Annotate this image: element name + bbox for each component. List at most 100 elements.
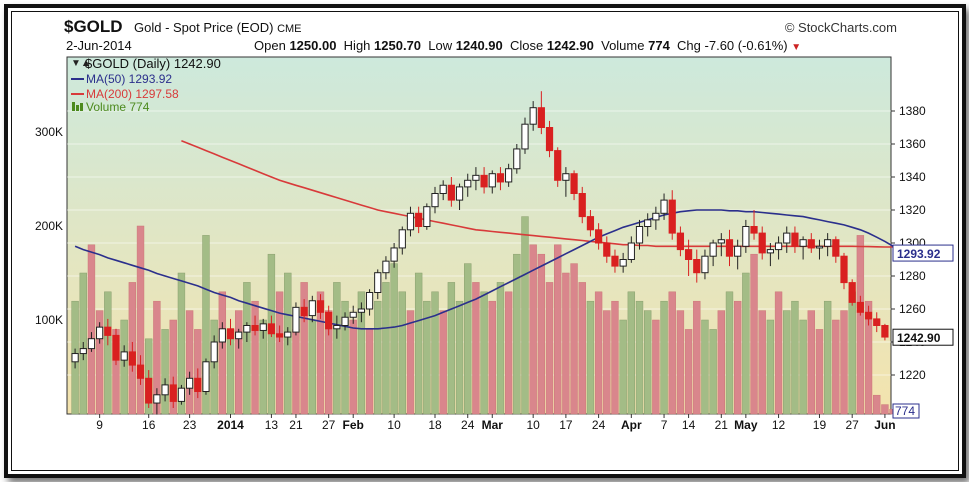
candle-body — [423, 206, 431, 227]
candle-body — [284, 331, 292, 338]
volume-bar — [619, 319, 627, 415]
date-tick-label: 12 — [772, 418, 786, 432]
volume-bar — [87, 244, 96, 415]
candle-body — [725, 239, 734, 257]
volume-bar — [578, 282, 586, 415]
candle-body — [316, 300, 325, 313]
high-label: High — [343, 38, 371, 53]
candle-body — [644, 219, 652, 227]
volume-bar — [603, 310, 611, 415]
candle-body — [455, 186, 464, 201]
candle-body — [464, 179, 472, 188]
volume-bar — [864, 300, 873, 415]
date-tick-label: 7 — [661, 418, 668, 432]
candle-body — [169, 384, 177, 402]
volume-bar — [398, 291, 406, 415]
volume-bar — [202, 235, 210, 415]
candle-body — [259, 323, 267, 331]
candle-body — [87, 338, 96, 350]
volume-bar — [521, 216, 529, 415]
volume-bar — [774, 291, 783, 415]
candle-body — [873, 318, 881, 326]
candle-body — [717, 239, 725, 244]
instrument-title: Gold - Spot Price (EOD) — [134, 20, 274, 35]
candle-body — [341, 316, 349, 326]
legend-price-icon: ▼▲ — [71, 58, 91, 69]
candle-body — [529, 107, 537, 125]
volume-bar — [472, 282, 480, 415]
volume-bar — [750, 253, 758, 415]
volume-value: 774 — [648, 38, 670, 53]
volume-bar — [488, 300, 496, 415]
volume-bar — [652, 319, 660, 415]
date-tick-label: 21 — [715, 418, 729, 432]
candle-body — [676, 232, 685, 251]
candle-body — [439, 184, 447, 194]
candle-body — [652, 212, 660, 221]
volume-bar — [758, 310, 766, 415]
candle-body — [382, 260, 390, 274]
volume-bar — [807, 310, 815, 415]
volume-bar — [218, 291, 227, 415]
last-price-badge-box — [892, 328, 954, 346]
candle-body — [300, 306, 308, 317]
candle-body — [136, 364, 145, 379]
date-tick-label: 16 — [142, 418, 156, 432]
volume-bar — [120, 319, 128, 415]
candle-body — [742, 226, 750, 247]
volume-label: Volume — [601, 38, 645, 53]
candle-body — [218, 328, 226, 343]
legend-volume-swatch-2 — [76, 105, 79, 111]
date-tick-label: 17 — [559, 418, 573, 432]
price-tick-label: 1340 — [899, 170, 926, 184]
candle-body — [333, 325, 341, 330]
volume-bar — [717, 310, 725, 415]
down-triangle-icon: ▼ — [791, 42, 802, 53]
candle-body — [832, 239, 840, 257]
candle-body — [267, 323, 276, 335]
candle-body — [488, 173, 496, 188]
volume-bar — [635, 300, 644, 415]
volume-bar — [660, 300, 668, 415]
date-tick-label: 19 — [813, 418, 827, 432]
volume-bar — [177, 272, 186, 415]
volume-bar — [504, 291, 513, 415]
volume-bar — [275, 291, 284, 415]
candle-body — [693, 259, 701, 274]
stockcharts-logo: © StockCharts.com — [784, 20, 897, 35]
volume-bar — [725, 291, 734, 415]
date-tick-label: 21 — [289, 418, 303, 432]
candle-body — [71, 353, 79, 363]
volume-bar — [611, 300, 619, 415]
legend-volume-swatch-3 — [80, 103, 83, 111]
candle-body — [472, 174, 480, 181]
open-value: 1250.00 — [289, 38, 337, 53]
volume-bar — [455, 300, 464, 415]
volume-bar — [333, 282, 341, 415]
volume-bar — [693, 300, 701, 415]
candle-body — [325, 311, 333, 330]
volume-bar — [431, 291, 439, 415]
candle-body — [758, 232, 766, 254]
value-badges: 1293.92 1242.90 774 — [892, 244, 954, 419]
date-tick-label: 10 — [387, 418, 401, 432]
price-tick-label: 1220 — [899, 368, 926, 382]
volume-bar — [406, 310, 415, 415]
candle-body — [554, 150, 562, 181]
volume-tick-label: 200K — [35, 219, 63, 233]
volume-bar — [292, 329, 300, 415]
legend-ma50: MA(50) 1293.92 — [86, 72, 172, 86]
candle-body — [521, 123, 529, 150]
date-tick-label: 24 — [461, 418, 475, 432]
volume-bar — [136, 225, 145, 415]
candle-body — [194, 377, 202, 392]
volume-bar — [243, 282, 251, 415]
symbol: $GOLD — [64, 17, 123, 36]
volume-bar — [390, 263, 398, 415]
volume-bar — [161, 329, 169, 415]
volume-bar — [562, 272, 570, 415]
candle-body — [235, 331, 243, 340]
volume-bar — [251, 300, 259, 415]
chart-legend: ▼▲ $GOLD (Daily) 1242.90 MA(50) 1293.92 … — [71, 56, 221, 114]
volume-bar — [341, 300, 349, 415]
